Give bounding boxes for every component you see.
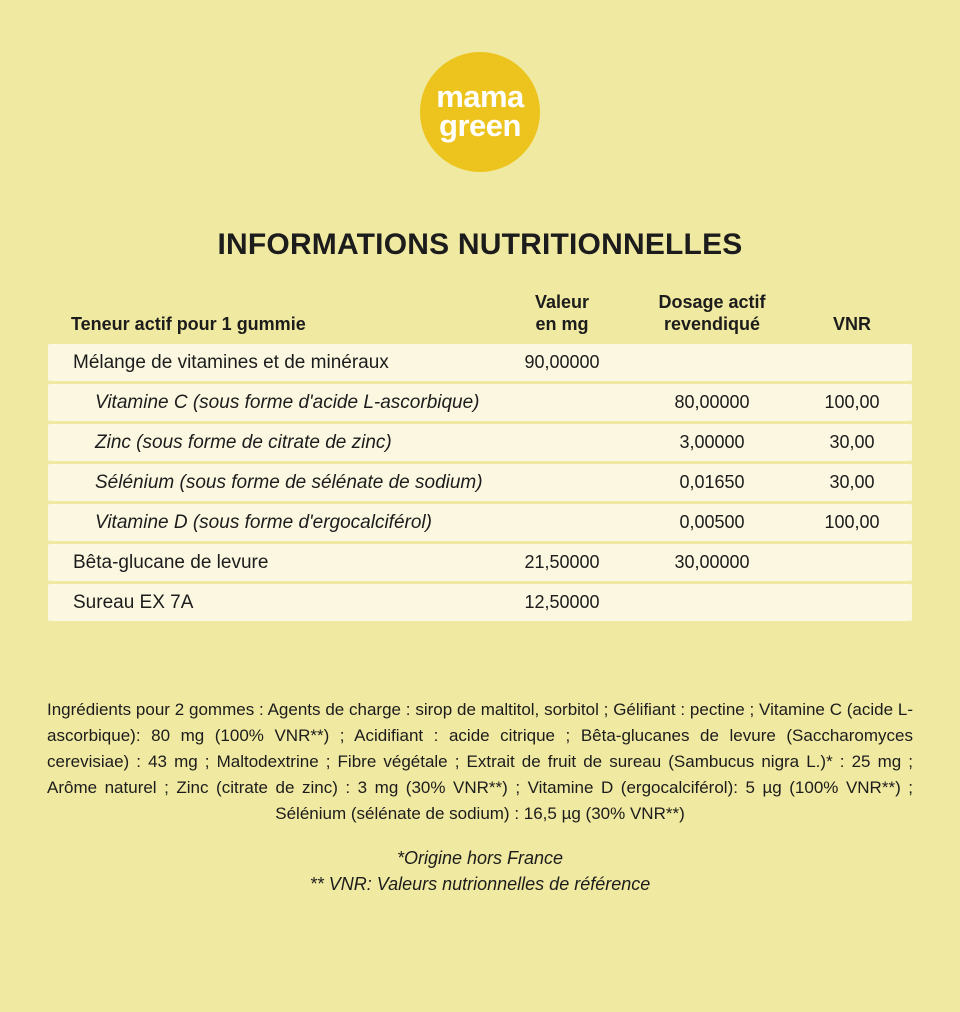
header-teneur-actif: Teneur actif pour 1 gummie [71,313,306,334]
footnotes: *Origine hors France ** VNR: Valeurs nut… [0,845,960,897]
row-label: Vitamine D (sous forme d'ergocalciférol) [95,511,432,533]
header-valeur-mg-line1: Valeur [534,292,590,312]
table-row: Vitamine D (sous forme d'ergocalciférol)… [48,504,912,542]
vnr-cell: 30,00 [829,432,875,453]
table-row: Vitamine C (sous forme d'acide L-ascorbi… [48,384,912,422]
valeur-cell: 21,50000 [524,552,600,573]
header-vnr: VNR [832,313,871,334]
header-valeur-mg: Valeur en mg [492,292,632,335]
dosage-cell: 0,00500 [679,512,745,533]
valeur-cell: 12,50000 [524,592,600,613]
row-label: Bêta-glucane de levure [73,551,269,573]
row-label: Vitamine C (sous forme d'acide L-ascorbi… [95,391,480,413]
header-dosage-actif-line2: revendiqué [663,313,761,334]
table-row: Bêta-glucane de levure 21,50000 30,00000 [48,544,912,582]
table-header-row: Teneur actif pour 1 gummie Valeur en mg … [48,292,912,344]
footnote-origin: *Origine hors France [396,848,564,869]
header-dosage-actif: Dosage actif revendiqué [632,292,792,335]
table-row: Sureau EX 7A 12,50000 [48,584,912,622]
vnr-cell: 100,00 [824,512,880,533]
table-row: Sélénium (sous forme de sélénate de sodi… [48,464,912,502]
ingredients-paragraph: Ingrédients pour 2 gommes : Agents de ch… [47,700,913,823]
vnr-cell: 100,00 [824,392,880,413]
nutrition-table: Teneur actif pour 1 gummie Valeur en mg … [48,292,912,622]
row-label: Zinc (sous forme de citrate de zinc) [95,431,392,453]
table-row: Zinc (sous forme de citrate de zinc) 3,0… [48,424,912,462]
dosage-cell: 30,00000 [674,552,750,573]
brand-logo: mama green [420,52,540,172]
row-label: Sélénium (sous forme de sélénate de sodi… [95,471,483,493]
dosage-cell: 0,01650 [679,472,745,493]
header-dosage-actif-line1: Dosage actif [658,292,766,312]
vnr-cell: 30,00 [829,472,875,493]
footnote-vnr-definition: ** VNR: Valeurs nutrionnelles de référen… [309,874,651,895]
valeur-cell: 90,00000 [524,352,600,373]
brand-logo-text-line1: mama [436,79,524,115]
table-row: Mélange de vitamines et de minéraux 90,0… [48,344,912,382]
page-title: INFORMATIONS NUTRITIONNELLES [217,228,743,261]
header-valeur-mg-line2: en mg [535,313,589,334]
row-label: Mélange de vitamines et de minéraux [73,351,389,373]
nutrition-label: { "colors": { "page_background": "#F0E9A… [0,52,960,1012]
row-label: Sureau EX 7A [73,591,194,613]
dosage-cell: 80,00000 [674,392,750,413]
brand-logo-text-line2: green [439,108,521,143]
dosage-cell: 3,00000 [679,432,745,453]
